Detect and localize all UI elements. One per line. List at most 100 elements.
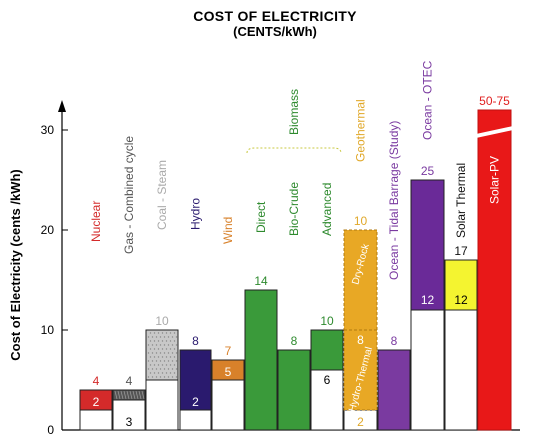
category-label: Direct <box>254 201 268 233</box>
bar-texture-dot <box>155 336 158 338</box>
bar-texture-dot <box>153 348 156 350</box>
bar-texture-dot <box>149 372 152 374</box>
bar-high-label: 10 <box>320 314 334 328</box>
category-label: Bio-Crude <box>287 182 301 236</box>
bar-range-segment <box>410 179 445 311</box>
bar-texture-dot <box>147 344 150 346</box>
bar-range-segment <box>244 289 278 431</box>
bar-texture-dot <box>159 344 162 346</box>
bar-texture-dot <box>175 344 178 346</box>
group-label: Biomass <box>287 89 301 135</box>
bar-range-segment <box>477 109 512 431</box>
category-label: Ocean - Tidal Barrage (Study) <box>387 121 401 280</box>
bar-range-segment <box>277 349 311 431</box>
bar-texture-dot <box>167 368 170 370</box>
bar-texture-dot <box>169 332 172 334</box>
bar-range-segment <box>145 329 179 381</box>
bar-range-segment <box>310 329 344 371</box>
category-label: Wind <box>221 217 235 244</box>
bar-texture-dot <box>175 352 178 354</box>
bar-high-label: 14 <box>254 274 268 288</box>
bar-texture-dot <box>151 360 154 362</box>
bar-texture-dot <box>175 360 178 362</box>
bar-texture-dot <box>163 368 166 370</box>
bar-texture-dot <box>153 332 156 334</box>
bar-low-label: 6 <box>324 373 331 387</box>
bar-texture-dot <box>161 356 164 358</box>
bar-texture-dot <box>153 372 156 374</box>
bar-texture-dot <box>147 368 150 370</box>
bar-texture-dot <box>169 340 172 342</box>
bar-texture-dot <box>173 332 176 334</box>
bar-high-label: 4 <box>93 374 100 388</box>
bar-texture-dot <box>155 376 158 378</box>
bar-texture-dot <box>157 356 160 358</box>
bar-texture-line <box>129 390 133 400</box>
category-label: Geothermal <box>354 99 368 162</box>
bar-texture-dot <box>167 376 170 378</box>
y-axis-arrow <box>58 100 66 112</box>
bar-range-segment <box>112 389 146 401</box>
bar-texture-dot <box>149 340 152 342</box>
bar-texture-line <box>117 390 121 400</box>
bar-texture-line <box>132 390 136 400</box>
bar-range-segment <box>79 389 113 411</box>
bar-texture-dot <box>159 352 162 354</box>
category-label: Solar-PV <box>488 156 502 204</box>
bar-texture-dot <box>159 336 162 338</box>
bar-high-label: 25 <box>421 164 435 178</box>
bar-texture-dot <box>159 360 162 362</box>
bar-texture-dot <box>167 352 170 354</box>
bar-texture-dot <box>161 364 164 366</box>
bar-texture-dot <box>155 360 158 362</box>
bar-texture-dot <box>171 376 174 378</box>
bar-texture-dot <box>153 340 156 342</box>
bar-high-label: 7 <box>225 344 232 358</box>
bar-texture-line <box>126 390 130 400</box>
bar-texture-dot <box>175 376 178 378</box>
bar-texture-dot <box>147 336 150 338</box>
bar-texture-dot <box>151 368 154 370</box>
bar-texture-dot <box>171 352 174 354</box>
bar-texture-dot <box>149 332 152 334</box>
bar-texture-dot <box>163 352 166 354</box>
bar-texture-dot <box>165 364 168 366</box>
bar-texture-dot <box>171 336 174 338</box>
bar-texture-dot <box>175 368 178 370</box>
bar-texture-dot <box>165 356 168 358</box>
bar-low-segment <box>211 379 245 431</box>
bar-texture-dot <box>155 368 158 370</box>
bar-texture-dot <box>167 360 170 362</box>
bar-texture-dot <box>173 348 176 350</box>
bar-texture-dot <box>175 336 178 338</box>
bar-texture-dot <box>171 344 174 346</box>
bar-texture-dot <box>147 352 150 354</box>
y-tick-label: 0 <box>47 423 54 437</box>
bar-texture-dot <box>163 344 166 346</box>
bar-texture-dot <box>163 336 166 338</box>
bar-texture-line <box>141 390 145 400</box>
bar-texture-line <box>123 390 127 400</box>
bar-texture-dot <box>173 364 176 366</box>
bar-high-label: 17 <box>454 244 468 258</box>
bar-texture-dot <box>153 356 156 358</box>
bar-texture-dot <box>161 348 164 350</box>
bar-low-segment <box>444 309 478 431</box>
bar-texture-dot <box>151 336 154 338</box>
bar-high-label: 10 <box>155 314 169 328</box>
category-label: Gas - Combined cycle <box>122 136 136 254</box>
y-axis-label: Cost of Electricity (cents /kWh) <box>8 169 23 360</box>
bar-texture-dot <box>173 340 176 342</box>
bar-texture-dot <box>157 340 160 342</box>
bar-texture-dot <box>169 356 172 358</box>
bar-texture-dot <box>163 376 166 378</box>
bar-low-label: 12 <box>454 293 468 307</box>
bar-texture-dot <box>169 372 172 374</box>
bar-texture-dot <box>157 348 160 350</box>
bar-texture-dot <box>147 376 150 378</box>
bar-texture-dot <box>153 364 156 366</box>
bar-texture-dot <box>155 344 158 346</box>
bar-texture-dot <box>159 368 162 370</box>
bar-low-segment <box>112 399 146 431</box>
